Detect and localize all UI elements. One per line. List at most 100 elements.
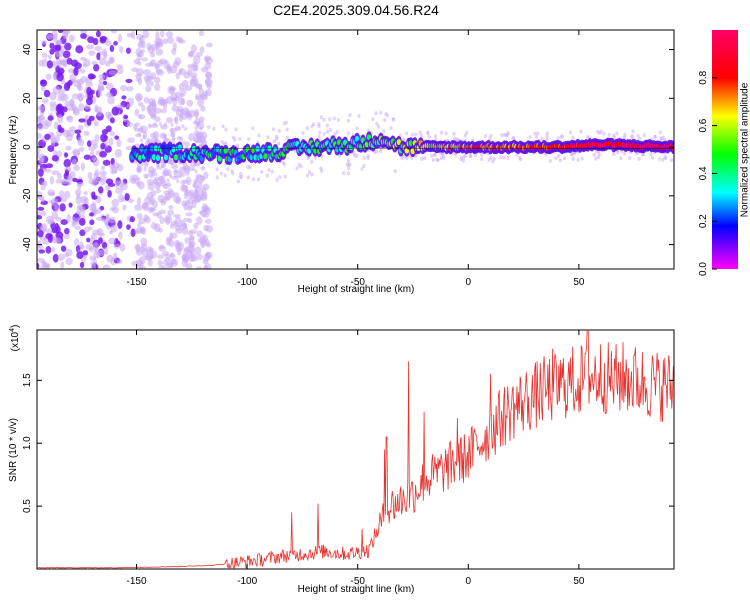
noise-cell: [165, 238, 172, 246]
noise-cell: [37, 114, 45, 124]
colorbar-tick-label: 0.2: [698, 214, 709, 228]
noise-cell: [98, 91, 103, 97]
noise-cell: [105, 82, 114, 91]
halo-cell: [628, 156, 632, 161]
noise-cell: [108, 237, 117, 245]
noise-cell: [91, 229, 100, 235]
halo-cell: [251, 126, 255, 131]
noise-cell: [145, 85, 152, 93]
bottom-y-axis-label: SNR (10 * v/v): [8, 418, 19, 482]
halo-cell: [322, 131, 326, 136]
noise-cell: [107, 190, 112, 198]
noise-cell: [37, 229, 44, 238]
noise-cell: [120, 84, 128, 92]
y-tick-label: 0: [22, 144, 33, 150]
noise-cell: [152, 130, 160, 140]
halo-cell: [366, 153, 370, 158]
halo-cell: [193, 179, 197, 184]
noise-cell: [147, 207, 155, 214]
halo-cell: [375, 149, 379, 154]
noise-cell: [86, 44, 95, 50]
svg-text:(x104): (x104): [9, 325, 21, 352]
noise-cell: [57, 30, 64, 34]
noise-cell: [186, 112, 193, 121]
noise-cell: [184, 85, 193, 92]
noise-cell: [173, 196, 181, 204]
noise-cell: [89, 219, 95, 226]
noise-cell: [113, 40, 118, 46]
noise-cell: [170, 232, 178, 239]
noise-cell: [54, 44, 62, 51]
halo-cell: [322, 117, 326, 122]
noise-cell: [203, 224, 209, 232]
halo-cell: [182, 140, 186, 145]
halo-cell: [405, 156, 409, 161]
noise-cell: [141, 40, 146, 49]
noise-cell: [96, 52, 101, 61]
halo-cell: [352, 151, 356, 156]
noise-cell: [194, 246, 202, 255]
noise-cell: [64, 169, 69, 177]
halo-cell: [163, 122, 168, 127]
noise-cell: [100, 165, 106, 171]
halo-cell: [480, 152, 484, 157]
noise-cell: [86, 237, 91, 243]
noise-cell: [77, 136, 83, 144]
noise-cell: [136, 212, 143, 220]
spectrogram-cells: [37, 30, 674, 269]
noise-cell: [105, 125, 112, 133]
noise-cell: [92, 242, 99, 252]
noise-cell: [143, 96, 150, 104]
noise-cell: [43, 89, 51, 98]
halo-cell: [585, 134, 590, 139]
ridge-cell: [354, 135, 360, 142]
noise-cell: [98, 232, 106, 237]
noise-cell: [118, 104, 124, 110]
noise-cell: [95, 178, 103, 183]
noise-cell: [158, 244, 165, 250]
noise-cell: [57, 93, 63, 102]
y-scale-suffix: ): [10, 325, 21, 328]
noise-cell: [50, 247, 56, 253]
noise-cell: [71, 158, 78, 166]
noise-cell: [138, 217, 146, 225]
halo-cell: [239, 171, 243, 176]
noise-cell: [155, 31, 160, 41]
noise-cell: [203, 253, 210, 263]
noise-cell: [104, 40, 112, 46]
halo-cell: [612, 135, 616, 140]
noise-cell: [157, 259, 163, 267]
noise-cell: [76, 192, 81, 200]
noise-cell: [66, 57, 73, 65]
noise-cell: [66, 213, 71, 223]
halo-cell: [528, 135, 532, 140]
noise-cell: [92, 257, 97, 266]
noise-cell: [164, 193, 171, 202]
noise-cell: [51, 155, 59, 162]
halo-cell: [307, 170, 312, 175]
halo-cell: [502, 155, 506, 160]
halo-cell: [221, 124, 225, 129]
halo-cell: [319, 115, 323, 120]
noise-cell: [184, 141, 190, 148]
noise-cell: [134, 108, 140, 117]
noise-cell: [80, 162, 85, 171]
halo-cell: [504, 133, 509, 138]
halo-cell: [257, 133, 261, 138]
noise-cell: [47, 234, 53, 244]
noise-cell: [114, 135, 120, 140]
noise-cell: [145, 62, 153, 67]
noise-cell: [71, 93, 80, 100]
halo-cell: [554, 156, 558, 161]
noise-cell: [130, 228, 136, 238]
halo-cell: [176, 179, 180, 184]
noise-cell: [60, 261, 65, 269]
halo-cell: [658, 130, 662, 135]
top-y-ticks: -40 -20 0 20 40: [22, 44, 674, 252]
noise-cell: [135, 181, 141, 187]
noise-cell: [37, 262, 40, 269]
noise-cell: [120, 182, 128, 191]
noise-cell: [176, 105, 184, 113]
noise-cell: [99, 37, 106, 44]
